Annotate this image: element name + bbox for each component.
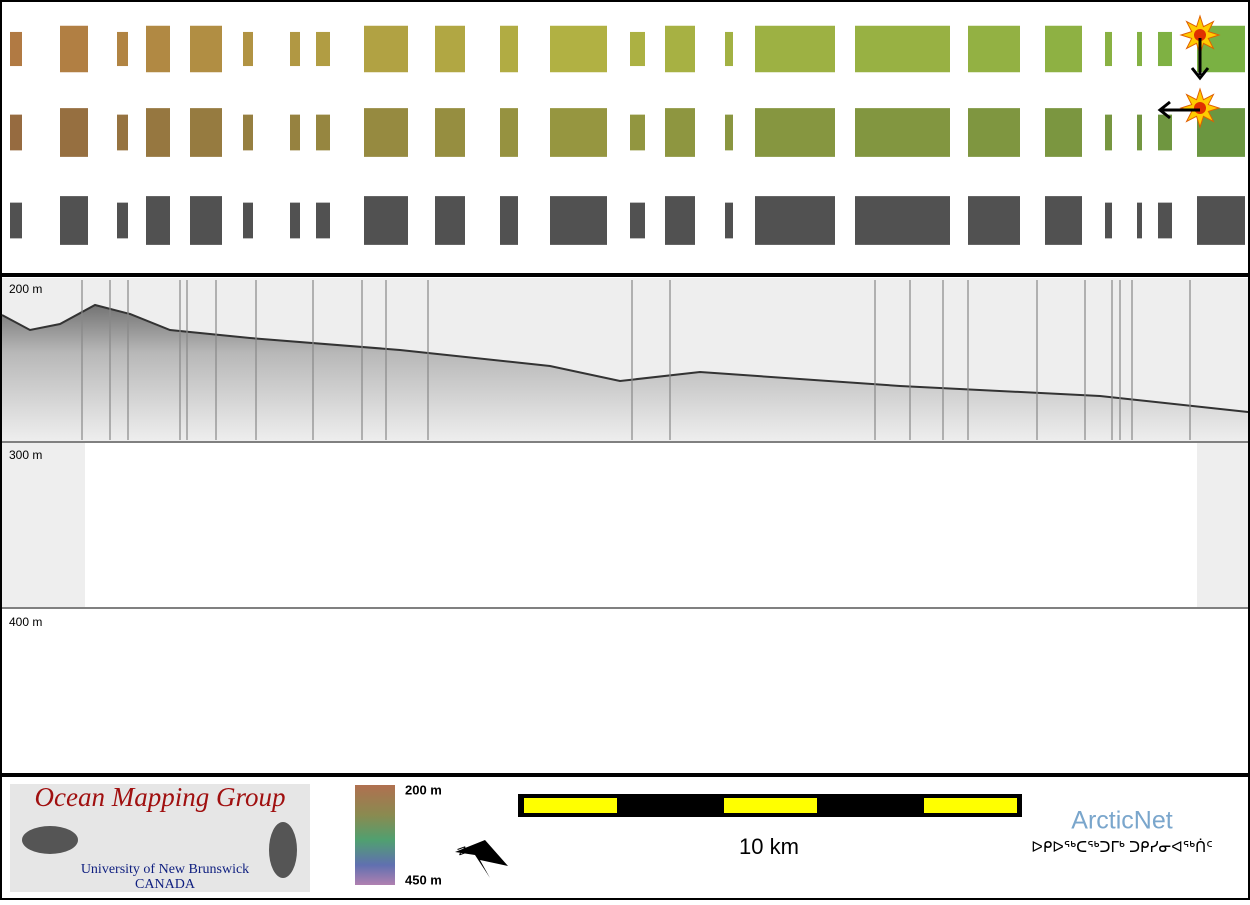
survey-patch [190,108,222,157]
survey-patch [665,25,695,73]
survey-patch [855,108,950,157]
survey-patch [290,31,300,67]
colorbar-label: 200 m [405,782,442,797]
survey-patch [117,114,128,151]
survey-patch [243,31,253,67]
depth-label: 300 m [9,448,42,462]
survey-patch [435,196,465,245]
logo-icon [269,822,297,878]
survey-patch [755,108,835,157]
light-arrow [1190,38,1210,81]
seafloor-line [1,303,1249,413]
survey-patch [243,202,253,239]
survey-patch [190,25,222,73]
logo-university: University of New Brunswick [81,862,249,877]
survey-patch [190,196,222,245]
survey-patch [364,108,408,157]
survey-patch [1105,31,1112,67]
survey-patch [855,196,950,245]
colorbar [355,785,395,885]
partner-name: ArcticNet [1071,807,1172,835]
survey-patch [855,25,950,73]
survey-patch [725,31,733,67]
survey-patch [316,31,330,67]
depth-label: 400 m [9,615,42,629]
survey-patch [500,108,518,157]
survey-patch [630,114,645,151]
survey-patch [316,114,330,151]
survey-patch [1045,196,1082,245]
survey-patch [146,108,170,157]
survey-patch [500,196,518,245]
survey-patch [755,196,835,245]
survey-patch [117,31,128,67]
survey-patch [60,25,88,73]
survey-patch [1105,202,1112,239]
survey-patch [60,196,88,245]
survey-patch [630,202,645,239]
survey-patch [1137,31,1142,67]
survey-patch [1197,196,1245,245]
survey-patch [1158,31,1172,67]
survey-patch [665,108,695,157]
sun-core [1194,29,1206,41]
survey-patch [1137,202,1142,239]
survey-patch [146,196,170,245]
ping-artifacts [81,280,1191,440]
survey-patch [630,31,645,67]
survey-patch [10,114,22,151]
profile-background [1197,443,1248,607]
light-arrow [1157,100,1200,120]
survey-patch [968,196,1020,245]
survey-patch [435,108,465,157]
survey-patch [665,196,695,245]
survey-patch [550,25,607,73]
survey-patch [146,25,170,73]
survey-patch [1105,114,1112,151]
scale-bar-segment [724,798,817,813]
partner-inuktitut: ᐅᑭᐅᖅᑕᖅᑐᒥᒃ ᑐᑭᓯᓂᐊᖅᑏᑦ [1031,838,1212,856]
survey-patch [1158,202,1172,239]
colorbar-label: 450 m [405,872,442,887]
survey-patch [500,25,518,73]
survey-patch [968,108,1020,157]
mosaic-panel [10,14,1245,245]
survey-patch [550,108,607,157]
survey-patch [364,196,408,245]
survey-patch [968,25,1020,73]
sun-core [1194,102,1206,114]
survey-patch [725,114,733,151]
survey-patch [435,25,465,73]
scale-label: 10 km [739,834,799,859]
survey-patch [10,31,22,67]
scale-bar-segment [924,798,1017,813]
depth-label: 200 m [9,282,42,296]
survey-patch [243,114,253,151]
survey-patch [1137,114,1142,151]
survey-patch [290,202,300,239]
survey-patch [1045,108,1082,157]
survey-patch [755,25,835,73]
survey-patch [364,25,408,73]
survey-patch [550,196,607,245]
survey-patch [290,114,300,151]
logo-title: Ocean Mapping Group [35,782,286,812]
survey-patch [117,202,128,239]
north-arrow [455,840,508,878]
survey-patch [1045,25,1082,73]
survey-patch [725,202,733,239]
profile-background [2,443,85,607]
survey-patch [60,108,88,157]
logo-country: CANADA [135,877,196,892]
survey-patch [316,202,330,239]
survey-patch [1158,114,1172,151]
logo-icon [22,826,78,854]
survey-patch [10,202,22,239]
scale-bar-segment [524,798,617,813]
